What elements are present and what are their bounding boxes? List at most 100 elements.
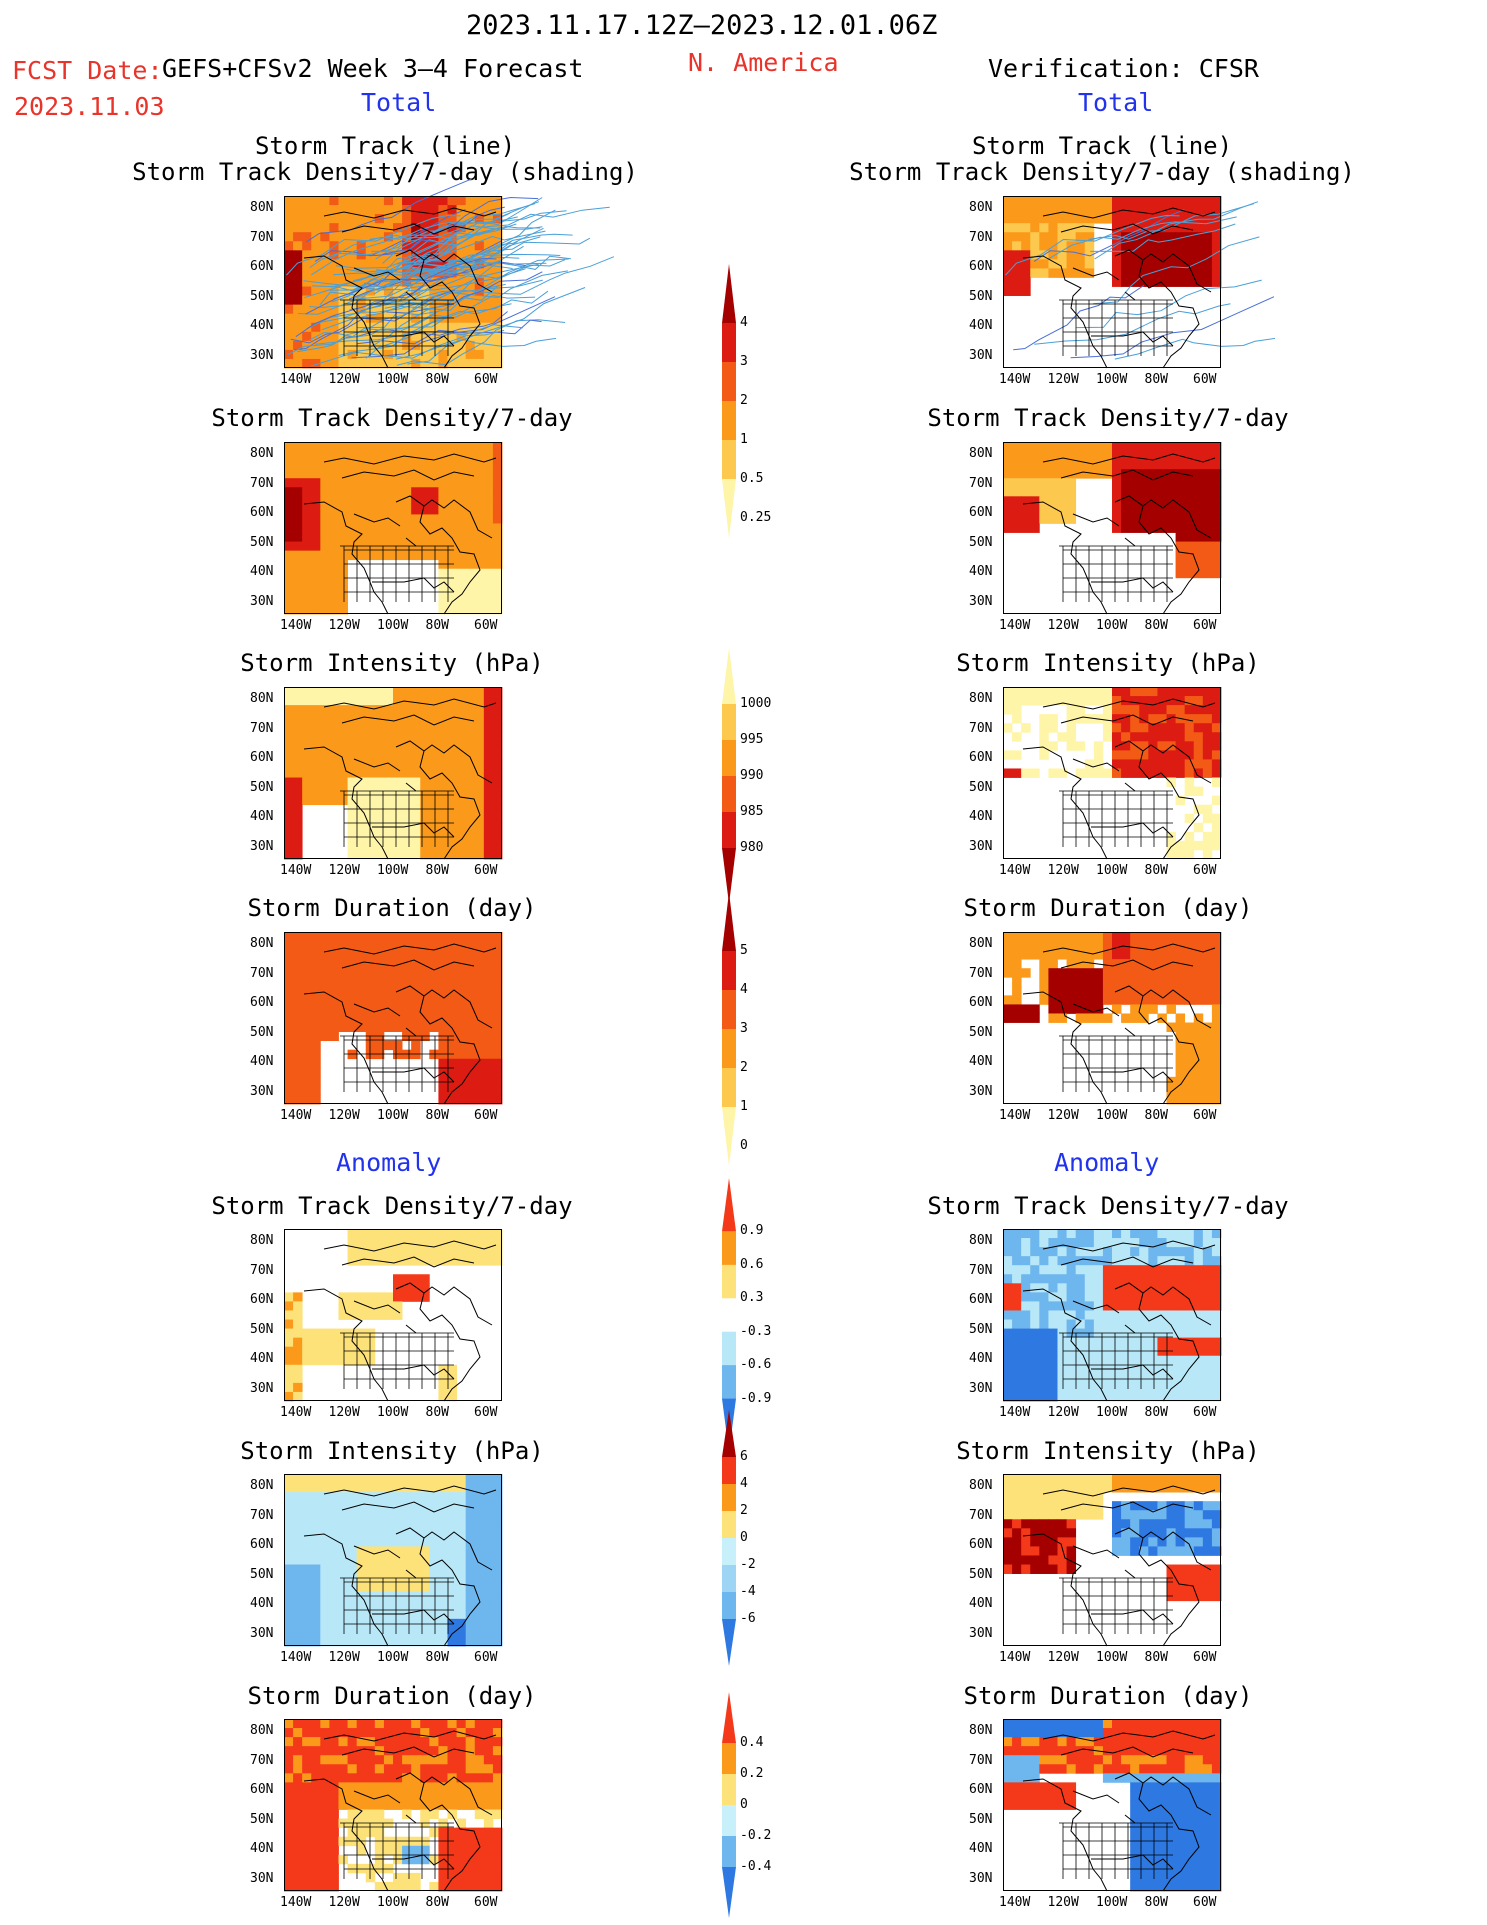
colorbar-tick-label: -0.9 <box>740 1390 772 1406</box>
lat-tick-label: 40N <box>969 809 993 824</box>
lon-tick-label: 60W <box>1193 1405 1217 1420</box>
right-anom-intensity-title: Storm Intensity (hPa) <box>956 1437 1260 1465</box>
lon-tick-label: 140W <box>999 618 1031 633</box>
colorbar-segment <box>722 1298 736 1333</box>
lat-tick-label: 40N <box>250 1841 274 1856</box>
state-borders <box>1059 299 1173 356</box>
colorbar-tick-label: 995 <box>740 732 764 747</box>
lat-tick-label: 30N <box>969 593 993 609</box>
panel-frame <box>284 196 502 368</box>
lon-tick-label: 140W <box>999 1108 1031 1123</box>
colorbar-segment <box>722 1774 736 1806</box>
shading-cells <box>284 687 503 860</box>
lat-tick-label: 30N <box>250 1625 274 1641</box>
colorbar-segment <box>722 1867 736 1918</box>
lon-tick-label: 120W <box>328 618 360 633</box>
lat-tick-label: 70N <box>969 1507 993 1523</box>
forecast-density-map <box>284 442 503 615</box>
lat-tick-label: 80N <box>969 1233 993 1248</box>
lat-tick-label: 30N <box>969 1380 993 1396</box>
colorbar-segment <box>722 1743 736 1775</box>
lon-tick-label: 100W <box>1096 372 1128 387</box>
lon-tick-label: 60W <box>1193 372 1217 387</box>
lon-tick-label: 60W <box>474 1895 498 1910</box>
shading-cells <box>284 1474 503 1647</box>
lat-tick-label: 40N <box>969 1054 993 1069</box>
lat-tick-label: 70N <box>250 475 274 491</box>
lat-tick-label: 30N <box>250 593 274 609</box>
lon-tick-label: 60W <box>474 1650 498 1665</box>
panel-frame <box>1003 442 1221 614</box>
colorbar-tick-label: 1 <box>740 432 748 447</box>
lat-tick-label: 80N <box>250 446 274 461</box>
colorbar-segment <box>722 704 736 741</box>
colorbar-tick-label: -0.3 <box>740 1323 772 1339</box>
colorbar-tick-label: 5 <box>740 943 748 958</box>
colorbar-segment <box>722 812 736 849</box>
lon-tick-label: 100W <box>1096 1108 1128 1123</box>
total-left-label: Total <box>361 88 437 117</box>
shading-cells <box>1003 687 1222 860</box>
colorbar-tick-label: 985 <box>740 804 764 819</box>
panel-frame <box>284 442 502 614</box>
lat-tick-label: 50N <box>969 779 993 795</box>
colorbar-segment <box>722 1619 736 1666</box>
shading-cells <box>1003 1474 1222 1602</box>
right-anom-density-title: Storm Track Density/7-day <box>927 1192 1289 1220</box>
lat-tick-label: 70N <box>969 1262 993 1278</box>
colorbar-tick-label: 0.3 <box>740 1290 764 1306</box>
lon-tick-label: 120W <box>1047 372 1079 387</box>
coastlines <box>303 1240 497 1402</box>
forecast-duration-map <box>284 932 503 1105</box>
coastlines <box>1022 943 1216 1105</box>
lat-tick-label: 60N <box>969 995 993 1010</box>
lat-tick-label: 30N <box>969 1625 993 1641</box>
lat-tick-label: 80N <box>250 691 274 706</box>
panel-frame <box>284 1719 502 1891</box>
shading-cells <box>1003 1229 1222 1402</box>
lat-tick-label: 30N <box>969 1083 993 1099</box>
colorbar-segment <box>722 776 736 813</box>
colorbar-tick-label: -0.2 <box>740 1828 772 1843</box>
lat-tick-label: 80N <box>969 446 993 461</box>
coastlines <box>303 207 497 369</box>
lon-tick-label: 100W <box>1096 863 1128 878</box>
lat-tick-label: 40N <box>250 1596 274 1611</box>
colorbar-segment <box>722 892 736 951</box>
panel-frame <box>284 1229 502 1401</box>
lat-tick-label: 70N <box>250 1262 274 1278</box>
verification-anom-intensity-map <box>1003 1474 1222 1647</box>
lon-tick-label: 120W <box>1047 1895 1079 1910</box>
colorbar-tick-label: 1 <box>740 1099 748 1114</box>
lat-tick-label: 40N <box>969 564 993 579</box>
coastlines <box>1022 453 1216 615</box>
colorbar-segment <box>722 1457 736 1485</box>
lon-tick-label: 60W <box>1193 618 1217 633</box>
lon-tick-label: 60W <box>1193 1650 1217 1665</box>
lat-tick-label: 50N <box>969 288 993 304</box>
state-borders <box>340 545 454 602</box>
lat-tick-label: 80N <box>250 1723 274 1738</box>
lat-tick-label: 60N <box>969 1292 993 1307</box>
lon-tick-label: 140W <box>999 1650 1031 1665</box>
lon-tick-label: 80W <box>425 618 449 633</box>
left-track-line-title: Storm Track (line) <box>254 132 516 160</box>
lon-tick-label: 80W <box>425 372 449 387</box>
lat-tick-label: 50N <box>250 534 274 550</box>
lat-tick-label: 30N <box>250 1083 274 1099</box>
lon-tick-label: 60W <box>1193 863 1217 878</box>
lon-tick-label: 100W <box>377 1650 409 1665</box>
panel-frame <box>284 687 502 859</box>
lat-tick-label: 50N <box>969 1024 993 1040</box>
forecast-anom-intensity-map <box>284 1474 503 1647</box>
lon-tick-label: 120W <box>328 1108 360 1123</box>
lon-tick-label: 140W <box>999 1405 1031 1420</box>
lat-tick-label: 40N <box>969 1596 993 1611</box>
verification-intensity-map <box>1003 687 1222 860</box>
colorbar-segment <box>722 1836 736 1868</box>
lon-tick-label: 140W <box>280 1895 312 1910</box>
lat-tick-label: 50N <box>969 534 993 550</box>
colorbar-tick-label: -4 <box>740 1584 756 1599</box>
lat-tick-label: 60N <box>250 505 274 520</box>
forecast-track-map <box>284 178 615 369</box>
